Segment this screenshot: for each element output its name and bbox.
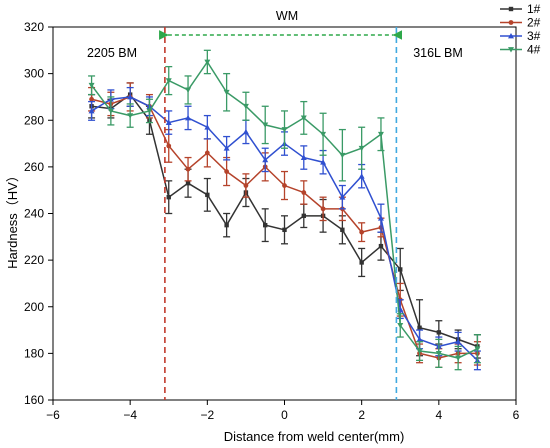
data-point [417,325,422,330]
data-point [359,260,364,265]
data-point [204,150,210,156]
series-4 [88,49,481,371]
x-tick-label: 0 [281,408,288,422]
legend-marker [508,6,514,12]
plot-area: −6 −4 −2 0 2 4 6 160 180 200 220 240 260 280 300 320 [24,20,520,422]
data-point [358,173,365,179]
annotation-2: WM [276,9,298,23]
y-tick-label: 300 [24,67,44,81]
data-point [398,267,403,272]
data-point [127,113,134,119]
data-point [242,103,249,110]
data-point [339,152,346,159]
legend-marker [508,33,514,39]
data-point [416,336,423,342]
data-point [377,131,384,138]
y-tick-label: 160 [24,393,44,407]
data-point [127,93,134,100]
data-point [223,145,230,151]
data-point [436,330,442,335]
y-tick-label: 280 [24,113,44,127]
data-point [358,145,365,152]
data-point [455,355,462,362]
x-tick-label: −2 [200,408,214,422]
data-point [435,350,442,357]
y-tick-label: 260 [24,160,44,174]
y-tick-label: 180 [24,346,44,360]
legend: 1#2#3#4# [500,2,541,57]
x-tick-label: 4 [435,408,442,422]
data-point [377,215,384,221]
data-point [340,227,345,233]
data-point [416,348,423,355]
legend-label: 4# [527,43,541,57]
y-tick-label: 220 [24,253,44,267]
data-point [146,108,153,114]
data-point [397,323,404,329]
data-point [224,222,229,228]
legend-marker [508,47,514,53]
data-point [88,82,95,89]
data-point [205,192,210,198]
data-point [243,183,249,188]
y-tick-label: 240 [24,207,44,221]
data-point [107,108,114,114]
data-point [204,59,211,65]
legend-label: 2# [527,16,541,30]
data-point [263,222,268,228]
data-point [339,194,346,200]
data-point [262,122,269,128]
data-point [300,154,307,160]
data-point [378,243,384,249]
data-point [166,194,171,200]
data-point [320,131,327,138]
x-tick-label: −4 [123,408,137,422]
data-point [165,119,172,125]
y-axis-label: Hardness（HV） [5,169,20,269]
x-axis-label: Distance from weld center(mm) [224,429,405,444]
data-point [262,156,269,163]
series-layer [88,49,481,371]
data-point [89,96,94,102]
legend-label: 1# [527,2,541,16]
data-point [165,78,172,84]
data-point [359,229,365,235]
data-point [223,89,230,96]
data-point [204,124,211,130]
annotation-3: 316L BM [413,46,463,60]
y-tick-label: 320 [24,20,44,34]
data-point [88,107,95,114]
data-point [185,114,192,121]
x-tick-label: −6 [46,408,60,422]
data-point [301,190,307,195]
x-tick-label: 2 [358,408,365,422]
data-point [300,115,307,121]
y-tick-label: 200 [24,300,44,314]
data-point [282,183,287,188]
data-point [455,338,462,345]
legend-marker [508,20,514,25]
annotation-layer: 2205 BM WM 316L BM [87,9,463,400]
data-point [242,128,249,135]
legend-label: 3# [527,29,541,43]
data-point [224,169,230,174]
data-point [185,87,192,93]
data-point [281,127,288,133]
x-tick-label: 6 [513,408,520,422]
data-point [301,213,306,219]
data-point [185,180,191,186]
data-point [185,166,191,172]
data-point [474,346,481,352]
data-point [320,159,327,165]
data-point [166,143,172,149]
data-point [320,206,326,212]
annotation-1: 2205 BM [87,46,137,60]
data-point [282,227,287,233]
